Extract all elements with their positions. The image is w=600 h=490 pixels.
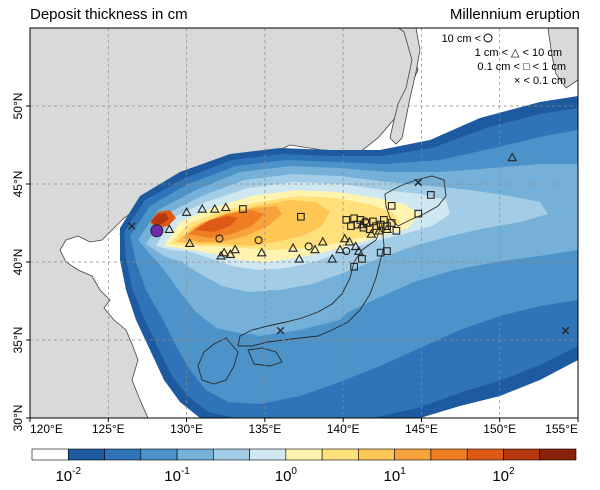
obs-triangle [317, 236, 328, 246]
obs-square [239, 205, 247, 213]
deposit-band [151, 213, 169, 225]
legend-item-circle: 10 cm < [442, 33, 481, 45]
mainland [30, 28, 419, 418]
colorbar-tick-labels: 10-2 10-1 100 101 102 [55, 466, 515, 485]
obs-triangle [339, 233, 350, 243]
colorbar-swatch [213, 448, 250, 461]
obs-triangle [209, 203, 220, 213]
obs-triangle [294, 253, 305, 263]
lon-tick-label: 145°E [405, 422, 438, 436]
source-vent-marker [150, 224, 164, 238]
obs-circle [215, 234, 224, 243]
obs-cross [414, 178, 423, 187]
obs-circle [254, 236, 263, 245]
colorbar [31, 448, 577, 461]
latitude-labels: 30°N 35°N 40°N 45°N 50°N [11, 93, 30, 432]
obs-triangle [335, 244, 345, 254]
lon-tick-label: 130°E [170, 422, 203, 436]
deposit-band [230, 290, 360, 336]
obs-triangle [184, 238, 195, 248]
obs-square [297, 212, 305, 221]
colorbar-swatch [539, 448, 577, 461]
obs-triangle [181, 206, 192, 216]
observation-markers [128, 152, 570, 335]
obs-triangle [374, 225, 385, 235]
deposit-band [194, 216, 238, 232]
obs-square [426, 191, 435, 199]
lon-tick-label: 155°E [545, 422, 578, 436]
colorbar-swatch [394, 448, 432, 461]
colorbar-swatch [503, 448, 541, 461]
colorbar-tick-label: 101 [384, 466, 407, 485]
map-frame [29, 27, 579, 419]
colorbar-swatch [176, 448, 214, 461]
colorbar-swatch [140, 448, 178, 461]
obs-triangle [310, 244, 320, 254]
colorbar-swatch [321, 448, 359, 461]
legend-item-square: 0.1 cm < □ < 1 cm [477, 61, 566, 73]
obs-square [387, 201, 396, 210]
obs-triangle [353, 245, 364, 255]
lat-tick-label: 40°N [11, 249, 25, 276]
obs-circle [304, 242, 313, 251]
lat-tick-label: 35°N [11, 327, 25, 354]
obs-triangle [288, 242, 298, 252]
obs-triangle [230, 244, 241, 254]
symbol-legend: 10 cm < 1 cm < △ < 10 cm 0.1 cm < □ < 1 … [442, 33, 566, 87]
obs-square [342, 216, 351, 224]
obs-triangle [344, 236, 355, 246]
obs-triangle [327, 253, 338, 263]
colorbar-swatch [466, 448, 504, 461]
obs-triangle [350, 241, 361, 251]
legend-circle-icon [483, 33, 493, 43]
lat-tick-label: 45°N [11, 171, 25, 198]
obs-cross [128, 222, 136, 230]
legend-item-triangle: 1 cm < △ < 10 cm [475, 47, 562, 59]
graticule [30, 28, 578, 418]
obs-cross [561, 326, 570, 335]
obs-triangle [220, 202, 231, 212]
obs-square [414, 209, 423, 218]
colorbar-swatch [31, 448, 69, 461]
obs-square [387, 219, 396, 227]
colorbar-tick-label: 100 [275, 466, 298, 485]
colorbar-swatch [358, 448, 395, 461]
legend-item-cross: × < 0.1 cm [514, 75, 566, 87]
obs-triangle [366, 228, 377, 238]
lon-tick-label: 140°E [327, 422, 360, 436]
map-title: Deposit thickness in cm [30, 6, 188, 23]
colorbar-tick-label: 102 [492, 466, 515, 485]
obs-triangle [197, 203, 208, 213]
eruption-title: Millennium eruption [449, 6, 580, 23]
obs-cross [276, 326, 285, 335]
obs-triangle [225, 249, 236, 258]
colorbar-swatch [249, 448, 287, 461]
obs-square [383, 247, 391, 255]
obs-square [358, 255, 366, 263]
lon-tick-label: 135°E [248, 422, 281, 436]
colorbar-swatch [67, 448, 105, 461]
colorbar-tick-label: 10-1 [164, 466, 190, 485]
obs-triangle [382, 224, 392, 233]
obs-triangle [507, 152, 518, 162]
lat-tick-label: 50°N [11, 93, 25, 120]
obs-square [350, 262, 358, 271]
colorbar-swatch [104, 448, 142, 461]
lon-tick-label: 120°E [30, 422, 63, 436]
kamchatka-edge [547, 28, 578, 89]
lon-tick-label: 150°E [483, 422, 516, 436]
obs-triangle [219, 247, 230, 257]
obs-square [372, 222, 380, 230]
colorbar-swatch [430, 448, 468, 461]
obs-triangle [256, 247, 267, 257]
sakhalin [389, 28, 421, 145]
colorbar-swatch [285, 448, 323, 461]
longitude-labels: 120°E 125°E 130°E 135°E 140°E 145°E 150°E 155°E [29, 418, 579, 436]
lon-tick-label: 125°E [92, 422, 125, 436]
obs-square [392, 226, 401, 235]
lat-tick-label: 30°N [11, 405, 25, 432]
colorbar-tick-label: 10-2 [55, 466, 81, 485]
obs-triangle [164, 224, 175, 233]
